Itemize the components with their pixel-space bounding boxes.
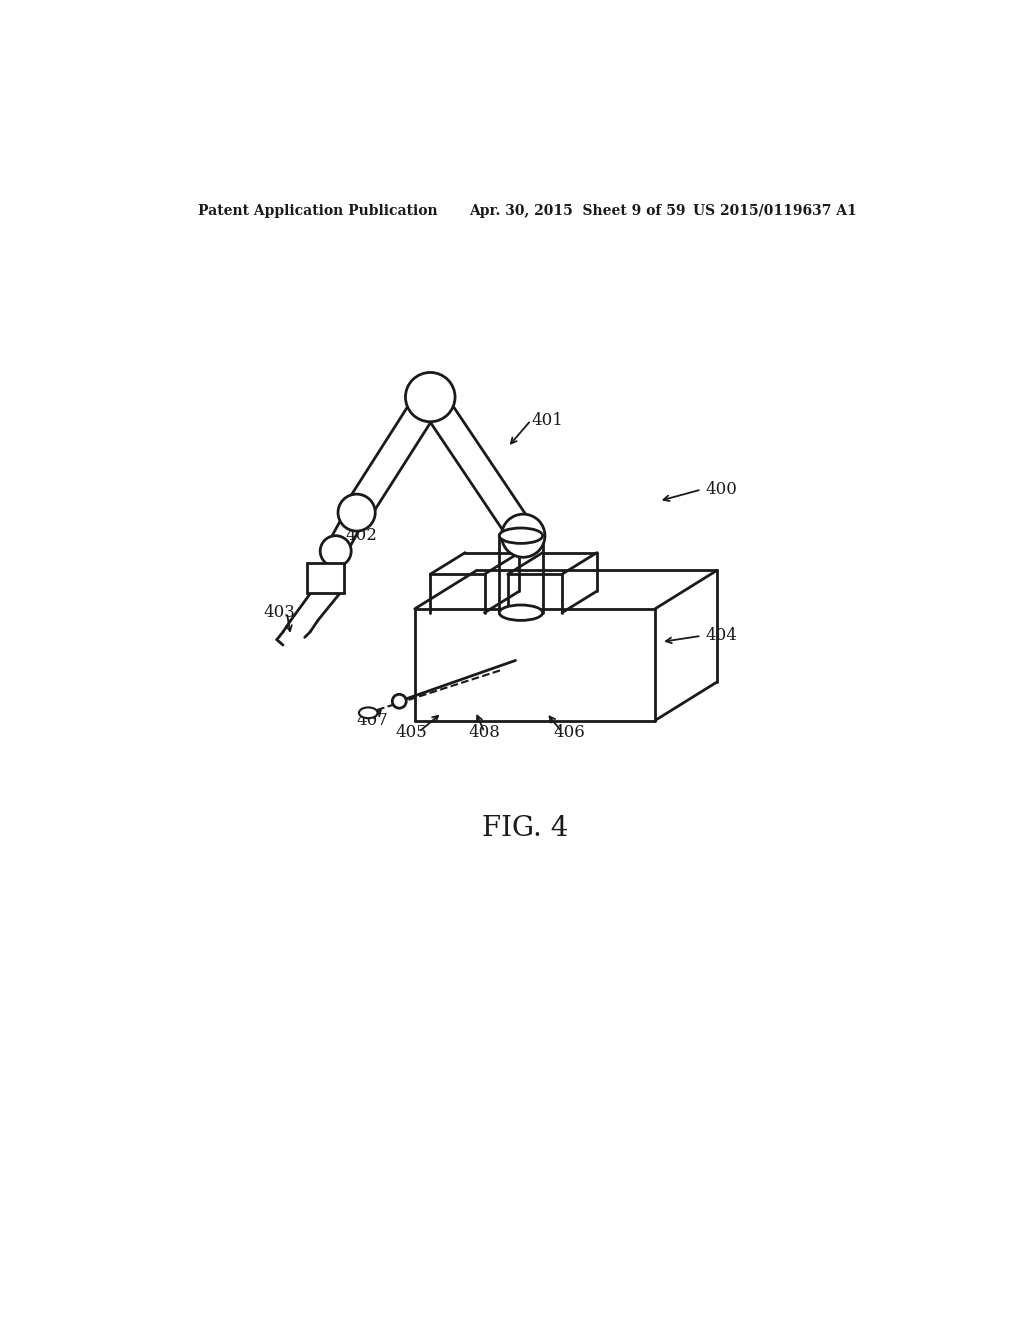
Text: 408: 408: [469, 723, 501, 741]
Text: 400: 400: [706, 480, 737, 498]
Text: 402: 402: [345, 527, 377, 544]
Text: Patent Application Publication: Patent Application Publication: [198, 203, 437, 218]
Ellipse shape: [500, 528, 543, 544]
Text: 403: 403: [263, 605, 296, 622]
Ellipse shape: [500, 605, 543, 620]
Circle shape: [502, 515, 545, 557]
Text: US 2015/0119637 A1: US 2015/0119637 A1: [693, 203, 856, 218]
Text: 406: 406: [554, 723, 586, 741]
Text: 405: 405: [395, 723, 427, 741]
Text: 407: 407: [356, 711, 388, 729]
Circle shape: [406, 372, 455, 422]
Text: 401: 401: [531, 412, 563, 429]
Bar: [307, 564, 344, 593]
Text: 404: 404: [706, 627, 737, 644]
Circle shape: [392, 694, 407, 708]
Ellipse shape: [359, 708, 378, 718]
Text: Apr. 30, 2015  Sheet 9 of 59: Apr. 30, 2015 Sheet 9 of 59: [469, 203, 685, 218]
Text: FIG. 4: FIG. 4: [481, 814, 568, 842]
Circle shape: [321, 536, 351, 566]
Circle shape: [338, 494, 375, 531]
